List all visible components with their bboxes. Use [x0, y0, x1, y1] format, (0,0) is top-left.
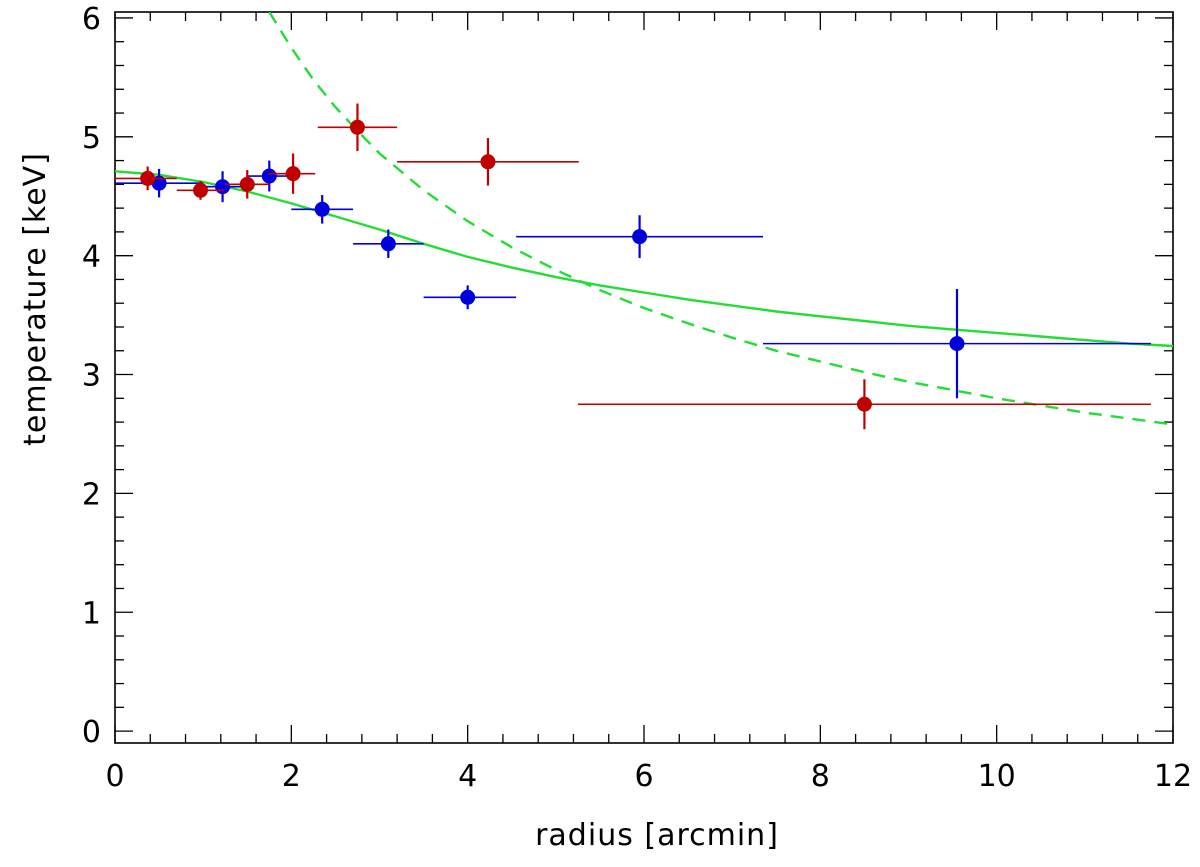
data-point [225, 170, 270, 199]
point-marker [314, 201, 330, 217]
data-points [115, 103, 1151, 430]
y-tick-label: 3 [82, 359, 101, 394]
point-marker [193, 182, 209, 198]
x-tick-label: 8 [811, 759, 830, 794]
y-tick-label: 4 [82, 240, 101, 275]
x-tick-label: 2 [282, 759, 301, 794]
point-marker [460, 289, 476, 305]
data-point [247, 160, 292, 192]
y-tick-label: 0 [82, 715, 101, 750]
point-marker [380, 236, 396, 252]
x-tick-label: 0 [105, 759, 124, 794]
data-point [291, 195, 354, 224]
data-point [317, 103, 398, 152]
y-axis-title: temperature [keV] [18, 152, 53, 446]
x-tick-label: 12 [1154, 759, 1192, 794]
y-tick-label: 6 [82, 2, 101, 37]
point-marker [349, 119, 365, 135]
model-curve-solid [115, 170, 1173, 348]
model-curve-dashed [268, 12, 1173, 426]
point-marker [140, 170, 156, 186]
model-curves [115, 12, 1173, 426]
point-marker [261, 168, 277, 184]
data-point [516, 215, 764, 259]
point-marker [239, 176, 255, 192]
data-point [577, 379, 1151, 430]
x-tick-label: 10 [978, 759, 1016, 794]
data-point [176, 180, 225, 200]
data-point [115, 168, 204, 198]
point-marker [285, 166, 301, 182]
y-tick-label: 2 [82, 477, 101, 512]
plot-frame-box [114, 11, 1174, 744]
data-point [763, 288, 1151, 399]
x-tick-label: 6 [634, 759, 653, 794]
axis-ticks [114, 12, 1174, 743]
point-marker [949, 336, 965, 352]
point-marker [632, 229, 648, 245]
y-tick-label: 5 [82, 121, 101, 156]
point-marker [215, 179, 231, 195]
point-marker [856, 396, 872, 412]
data-point [423, 285, 517, 310]
x-axis-title: radius [arcmin] [535, 818, 779, 853]
data-point [353, 229, 424, 259]
y-tick-label: 1 [82, 596, 101, 631]
point-marker [480, 154, 496, 170]
data-point [115, 166, 177, 191]
point-marker [151, 175, 167, 191]
x-tick-label: 4 [458, 759, 477, 794]
plot-frame [114, 11, 1174, 744]
data-point [397, 137, 579, 186]
data-point [268, 153, 316, 194]
